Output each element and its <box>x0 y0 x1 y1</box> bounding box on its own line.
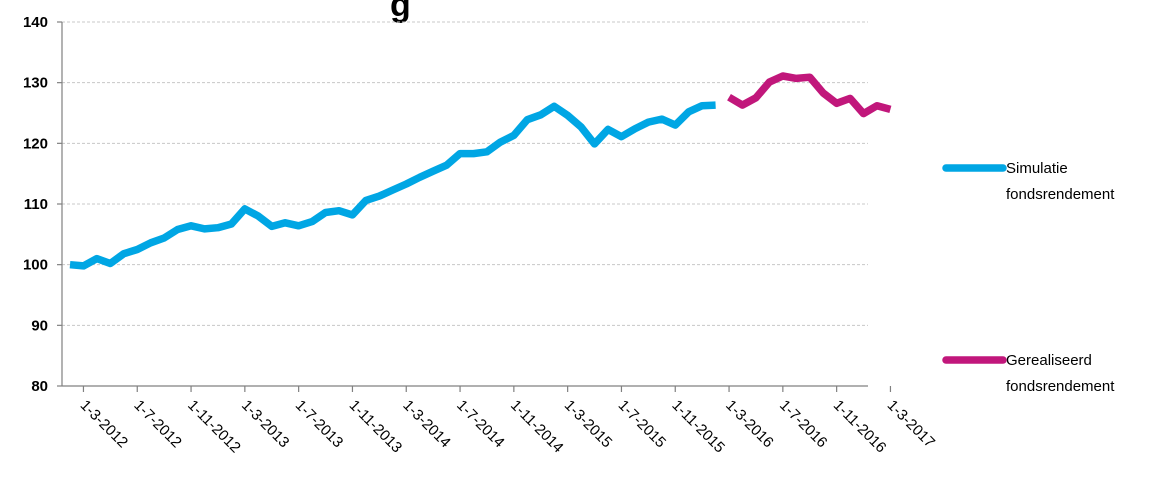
series-line-2 <box>727 72 892 118</box>
series-lines <box>69 72 892 270</box>
x-tick-label: 1-11-2016 <box>830 397 890 457</box>
x-tick-label: 1-11-2015 <box>668 397 728 457</box>
axes <box>57 21 892 392</box>
x-tick-label: 1-3-2015 <box>561 397 615 451</box>
y-tick-label: 80 <box>31 378 48 395</box>
y-tick-label: 140 <box>23 14 48 31</box>
x-tick-label: 1-7-2014 <box>453 397 507 451</box>
x-tick-label: 1-7-2012 <box>130 397 184 451</box>
y-tick-label: 130 <box>23 75 48 92</box>
x-tick-label: 1-3-2013 <box>238 397 292 451</box>
legend: Simulatie fondsrendement Gerealiseerd fonds… <box>942 160 1115 395</box>
x-tick-label: 1-7-2016 <box>776 397 830 451</box>
legend-label-1-line-2: fondsrendement <box>1006 186 1115 203</box>
x-tick-label: 1-11-2014 <box>507 397 567 457</box>
x-tick-label: 1-3-2016 <box>722 397 776 451</box>
legend-label-1-line-1: Simulatie <box>1006 160 1068 177</box>
y-tick-label: 100 <box>23 257 48 274</box>
x-tick-label: 1-7-2013 <box>292 397 346 451</box>
x-tick-label: 1-3-2017 <box>884 397 938 451</box>
y-tick-label: 110 <box>24 196 48 213</box>
series-line-1 <box>69 101 716 270</box>
x-tick-label: 1-3-2012 <box>77 397 131 451</box>
legend-label-2-line-2: fondsrendement <box>1006 378 1115 395</box>
x-tick-label: 1-3-2014 <box>399 397 453 451</box>
y-tick-label: 90 <box>31 317 48 334</box>
y-axis-tick-labels: 80 90 100 110 120 130 140 <box>23 14 48 395</box>
chart-title: g <box>390 0 411 24</box>
y-tick-label: 120 <box>23 135 48 152</box>
x-tick-label: 1-11-2012 <box>184 397 244 457</box>
gridlines <box>62 21 868 326</box>
x-tick-label: 1-7-2015 <box>615 397 669 451</box>
x-tick-label: 1-11-2013 <box>346 397 406 457</box>
legend-label-2-line-1: Gerealiseerd <box>1006 352 1092 369</box>
